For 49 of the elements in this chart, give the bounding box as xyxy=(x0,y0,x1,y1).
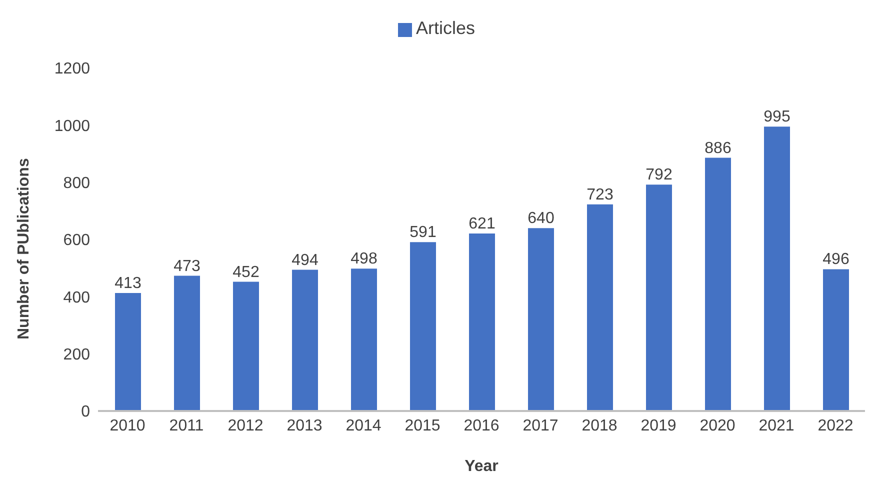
x-tick-label: 2011 xyxy=(169,417,204,434)
x-tick-label: 2015 xyxy=(404,417,440,434)
x-tick-label: 2010 xyxy=(110,417,146,434)
data-label: 591 xyxy=(410,224,436,242)
y-tick-label: 800 xyxy=(63,175,90,192)
x-tick-label: 2014 xyxy=(346,417,382,434)
bar xyxy=(587,204,613,411)
y-tick-label: 0 xyxy=(81,404,90,421)
data-label: 640 xyxy=(528,210,554,228)
data-label: 886 xyxy=(704,140,732,157)
data-label: 473 xyxy=(174,258,200,275)
bar xyxy=(410,242,436,411)
data-label: 723 xyxy=(586,186,614,204)
x-tick-label: 2013 xyxy=(286,417,322,434)
y-tick-label: 400 xyxy=(63,289,90,306)
y-tick-label: 200 xyxy=(63,346,90,364)
x-tick-label: 2017 xyxy=(522,417,558,434)
bar xyxy=(646,184,672,411)
data-label: 995 xyxy=(764,108,790,126)
x-axis-title: Year xyxy=(464,458,498,475)
x-tick-label: 2016 xyxy=(464,417,500,434)
x-tick-label: 2020 xyxy=(700,417,736,434)
bar xyxy=(351,268,377,411)
bar xyxy=(823,269,849,411)
data-label: 621 xyxy=(468,215,496,232)
y-tick-label: 600 xyxy=(63,232,90,250)
bar xyxy=(705,158,731,411)
data-label: 496 xyxy=(822,251,850,268)
bar xyxy=(528,228,554,411)
x-tick-label: 2021 xyxy=(758,417,794,434)
data-label: 452 xyxy=(232,264,260,281)
y-tick-label: 1200 xyxy=(54,60,90,78)
bar xyxy=(292,270,318,411)
x-tick-label: 2012 xyxy=(228,417,264,434)
x-tick-label: 2019 xyxy=(640,417,676,434)
data-label: 498 xyxy=(350,250,378,268)
data-label: 494 xyxy=(292,252,318,269)
y-tick-label: 1000 xyxy=(54,118,90,135)
data-label: 413 xyxy=(114,274,142,292)
bar xyxy=(469,234,495,411)
x-tick-label: 2022 xyxy=(818,417,854,434)
x-tick-label: 2018 xyxy=(582,417,618,434)
legend-label: Articles xyxy=(416,18,475,38)
y-axis-title: Number of PUblications xyxy=(16,158,33,340)
bar xyxy=(233,282,259,411)
bar xyxy=(174,276,200,411)
bar xyxy=(764,126,790,411)
bar xyxy=(115,292,141,411)
data-label: 792 xyxy=(646,166,672,184)
